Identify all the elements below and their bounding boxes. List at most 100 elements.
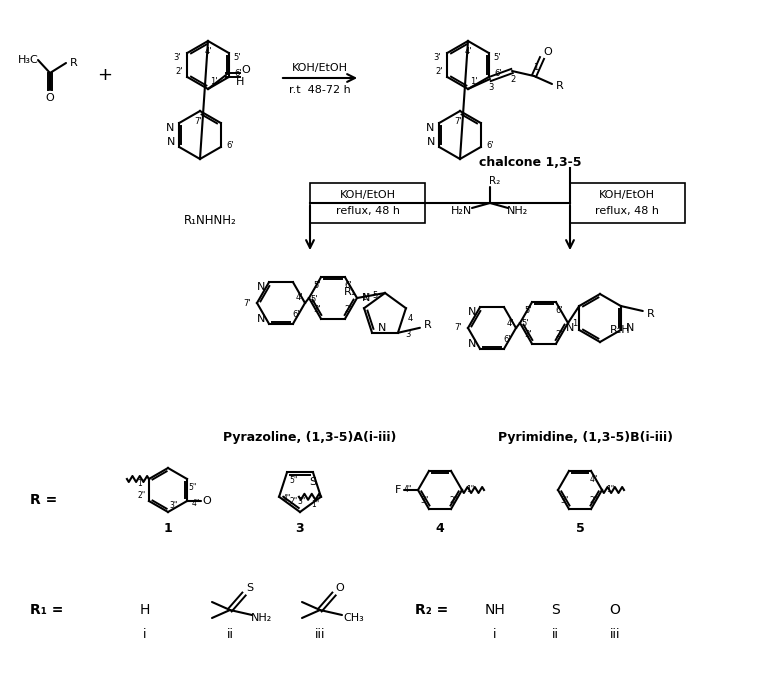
Text: 5': 5' xyxy=(313,281,321,290)
Text: S: S xyxy=(551,603,559,617)
Text: 1": 1" xyxy=(606,485,614,494)
Text: 6': 6' xyxy=(503,336,511,344)
Text: O: O xyxy=(45,93,55,103)
Text: 2': 2' xyxy=(175,66,183,75)
Text: 3: 3 xyxy=(488,83,494,92)
Text: 3": 3" xyxy=(421,496,429,504)
Text: 4': 4' xyxy=(204,47,212,56)
Text: 3": 3" xyxy=(298,498,306,506)
Text: H: H xyxy=(140,603,151,617)
Text: 6': 6' xyxy=(292,311,300,319)
Text: 3': 3' xyxy=(313,305,321,315)
Text: iii: iii xyxy=(315,629,326,641)
Text: 3": 3" xyxy=(170,500,178,509)
Text: 6': 6' xyxy=(344,281,352,290)
Text: H: H xyxy=(236,77,244,87)
Text: 6': 6' xyxy=(226,140,233,150)
Text: H₂N: H₂N xyxy=(452,206,472,216)
Text: 2": 2" xyxy=(590,496,598,504)
Text: 4': 4' xyxy=(295,294,303,302)
Text: chalcone 1,3-5: chalcone 1,3-5 xyxy=(478,157,581,170)
Text: Pyrazoline, (1,3-5)A(i-iii): Pyrazoline, (1,3-5)A(i-iii) xyxy=(223,431,397,445)
Text: 6': 6' xyxy=(234,70,242,79)
Text: 1': 1' xyxy=(572,319,580,327)
Text: O: O xyxy=(610,603,621,617)
Text: R₂H: R₂H xyxy=(610,325,631,335)
Text: 6': 6' xyxy=(555,306,563,315)
Text: CH₃: CH₃ xyxy=(343,613,364,623)
Text: 2": 2" xyxy=(290,498,298,506)
Text: 1": 1" xyxy=(137,479,145,489)
Text: R: R xyxy=(70,58,78,68)
Text: KOH/EtOH: KOH/EtOH xyxy=(292,63,348,73)
Text: N: N xyxy=(626,323,634,333)
Text: ii: ii xyxy=(227,629,233,641)
Text: 4': 4' xyxy=(464,47,472,56)
Text: 5': 5' xyxy=(525,306,531,315)
Text: 3': 3' xyxy=(174,52,181,62)
Text: KOH/EtOH: KOH/EtOH xyxy=(339,190,396,200)
Text: 4: 4 xyxy=(407,314,412,323)
Text: R =: R = xyxy=(30,493,58,507)
Text: 6': 6' xyxy=(494,70,502,79)
Text: R₁NHNH₂: R₁NHNH₂ xyxy=(184,214,237,226)
Text: 5': 5' xyxy=(493,54,501,62)
Text: 7': 7' xyxy=(194,117,202,125)
Text: 3': 3' xyxy=(525,330,531,339)
Text: 2: 2 xyxy=(511,75,515,85)
Text: 7': 7' xyxy=(454,323,462,332)
Text: +: + xyxy=(98,66,112,84)
Text: NH₂: NH₂ xyxy=(251,613,273,623)
Text: 1: 1 xyxy=(533,62,538,71)
Text: 1': 1' xyxy=(470,77,478,85)
Text: N: N xyxy=(166,123,174,133)
Text: N: N xyxy=(468,339,476,348)
Text: S: S xyxy=(247,583,253,593)
Text: Pyrimidine, (1,3-5)B(i-iii): Pyrimidine, (1,3-5)B(i-iii) xyxy=(498,431,673,445)
Text: 2": 2" xyxy=(450,496,458,504)
Bar xyxy=(310,183,425,223)
Text: N: N xyxy=(257,282,265,292)
Text: 5: 5 xyxy=(576,521,584,534)
Text: NH: NH xyxy=(485,603,505,617)
Text: R: R xyxy=(556,81,564,91)
Text: iii: iii xyxy=(610,629,621,641)
Text: O: O xyxy=(336,583,344,593)
Text: 4": 4" xyxy=(192,498,200,508)
Text: N: N xyxy=(426,123,435,133)
Text: N: N xyxy=(378,323,386,333)
Text: R: R xyxy=(424,320,432,330)
Text: 2": 2" xyxy=(137,490,146,500)
Text: O: O xyxy=(242,65,250,75)
Text: 6': 6' xyxy=(486,140,494,150)
Text: 5: 5 xyxy=(372,290,378,300)
Text: N: N xyxy=(257,314,265,324)
Text: 1': 1' xyxy=(210,77,218,85)
Text: N: N xyxy=(362,293,370,303)
Text: NH₂: NH₂ xyxy=(508,206,528,216)
Text: 4': 4' xyxy=(506,319,514,327)
Text: 1': 1' xyxy=(361,294,369,302)
Text: KOH/EtOH: KOH/EtOH xyxy=(599,190,655,200)
Text: 2': 2' xyxy=(344,305,352,315)
Text: N: N xyxy=(167,137,175,147)
Bar xyxy=(570,183,685,223)
Text: S: S xyxy=(310,477,316,487)
Text: 1: 1 xyxy=(164,521,172,534)
Text: i: i xyxy=(493,629,497,641)
Text: H₃C: H₃C xyxy=(18,55,38,65)
Text: R₁ =: R₁ = xyxy=(30,603,64,617)
Text: 3': 3' xyxy=(433,52,441,62)
Text: i: i xyxy=(144,629,147,641)
Text: 5': 5' xyxy=(521,319,528,329)
Text: 7': 7' xyxy=(454,117,462,125)
Text: R₂ =: R₂ = xyxy=(415,603,449,617)
Text: 5": 5" xyxy=(289,476,297,485)
Text: 3: 3 xyxy=(406,330,411,339)
Text: 4": 4" xyxy=(590,475,598,485)
Text: 4: 4 xyxy=(435,521,445,534)
Text: 5": 5" xyxy=(188,483,197,492)
Text: F: F xyxy=(395,485,401,495)
Text: 5': 5' xyxy=(310,294,318,304)
Text: 7': 7' xyxy=(243,298,251,308)
